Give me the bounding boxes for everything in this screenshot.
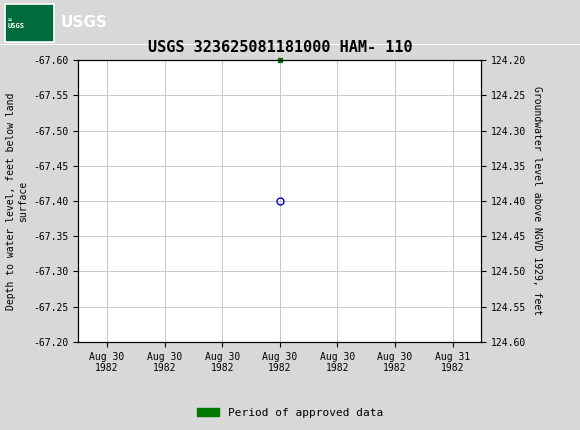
Title: USGS 323625081181000 HAM- 110: USGS 323625081181000 HAM- 110 (147, 40, 412, 55)
Text: USGS: USGS (61, 15, 108, 30)
Y-axis label: Groundwater level above NGVD 1929, feet: Groundwater level above NGVD 1929, feet (532, 86, 542, 316)
Text: ≈
USGS: ≈ USGS (8, 17, 24, 28)
Legend: Period of approved data: Period of approved data (193, 403, 387, 422)
Y-axis label: Depth to water level, feet below land
surface: Depth to water level, feet below land su… (6, 92, 28, 310)
FancyBboxPatch shape (5, 3, 54, 42)
